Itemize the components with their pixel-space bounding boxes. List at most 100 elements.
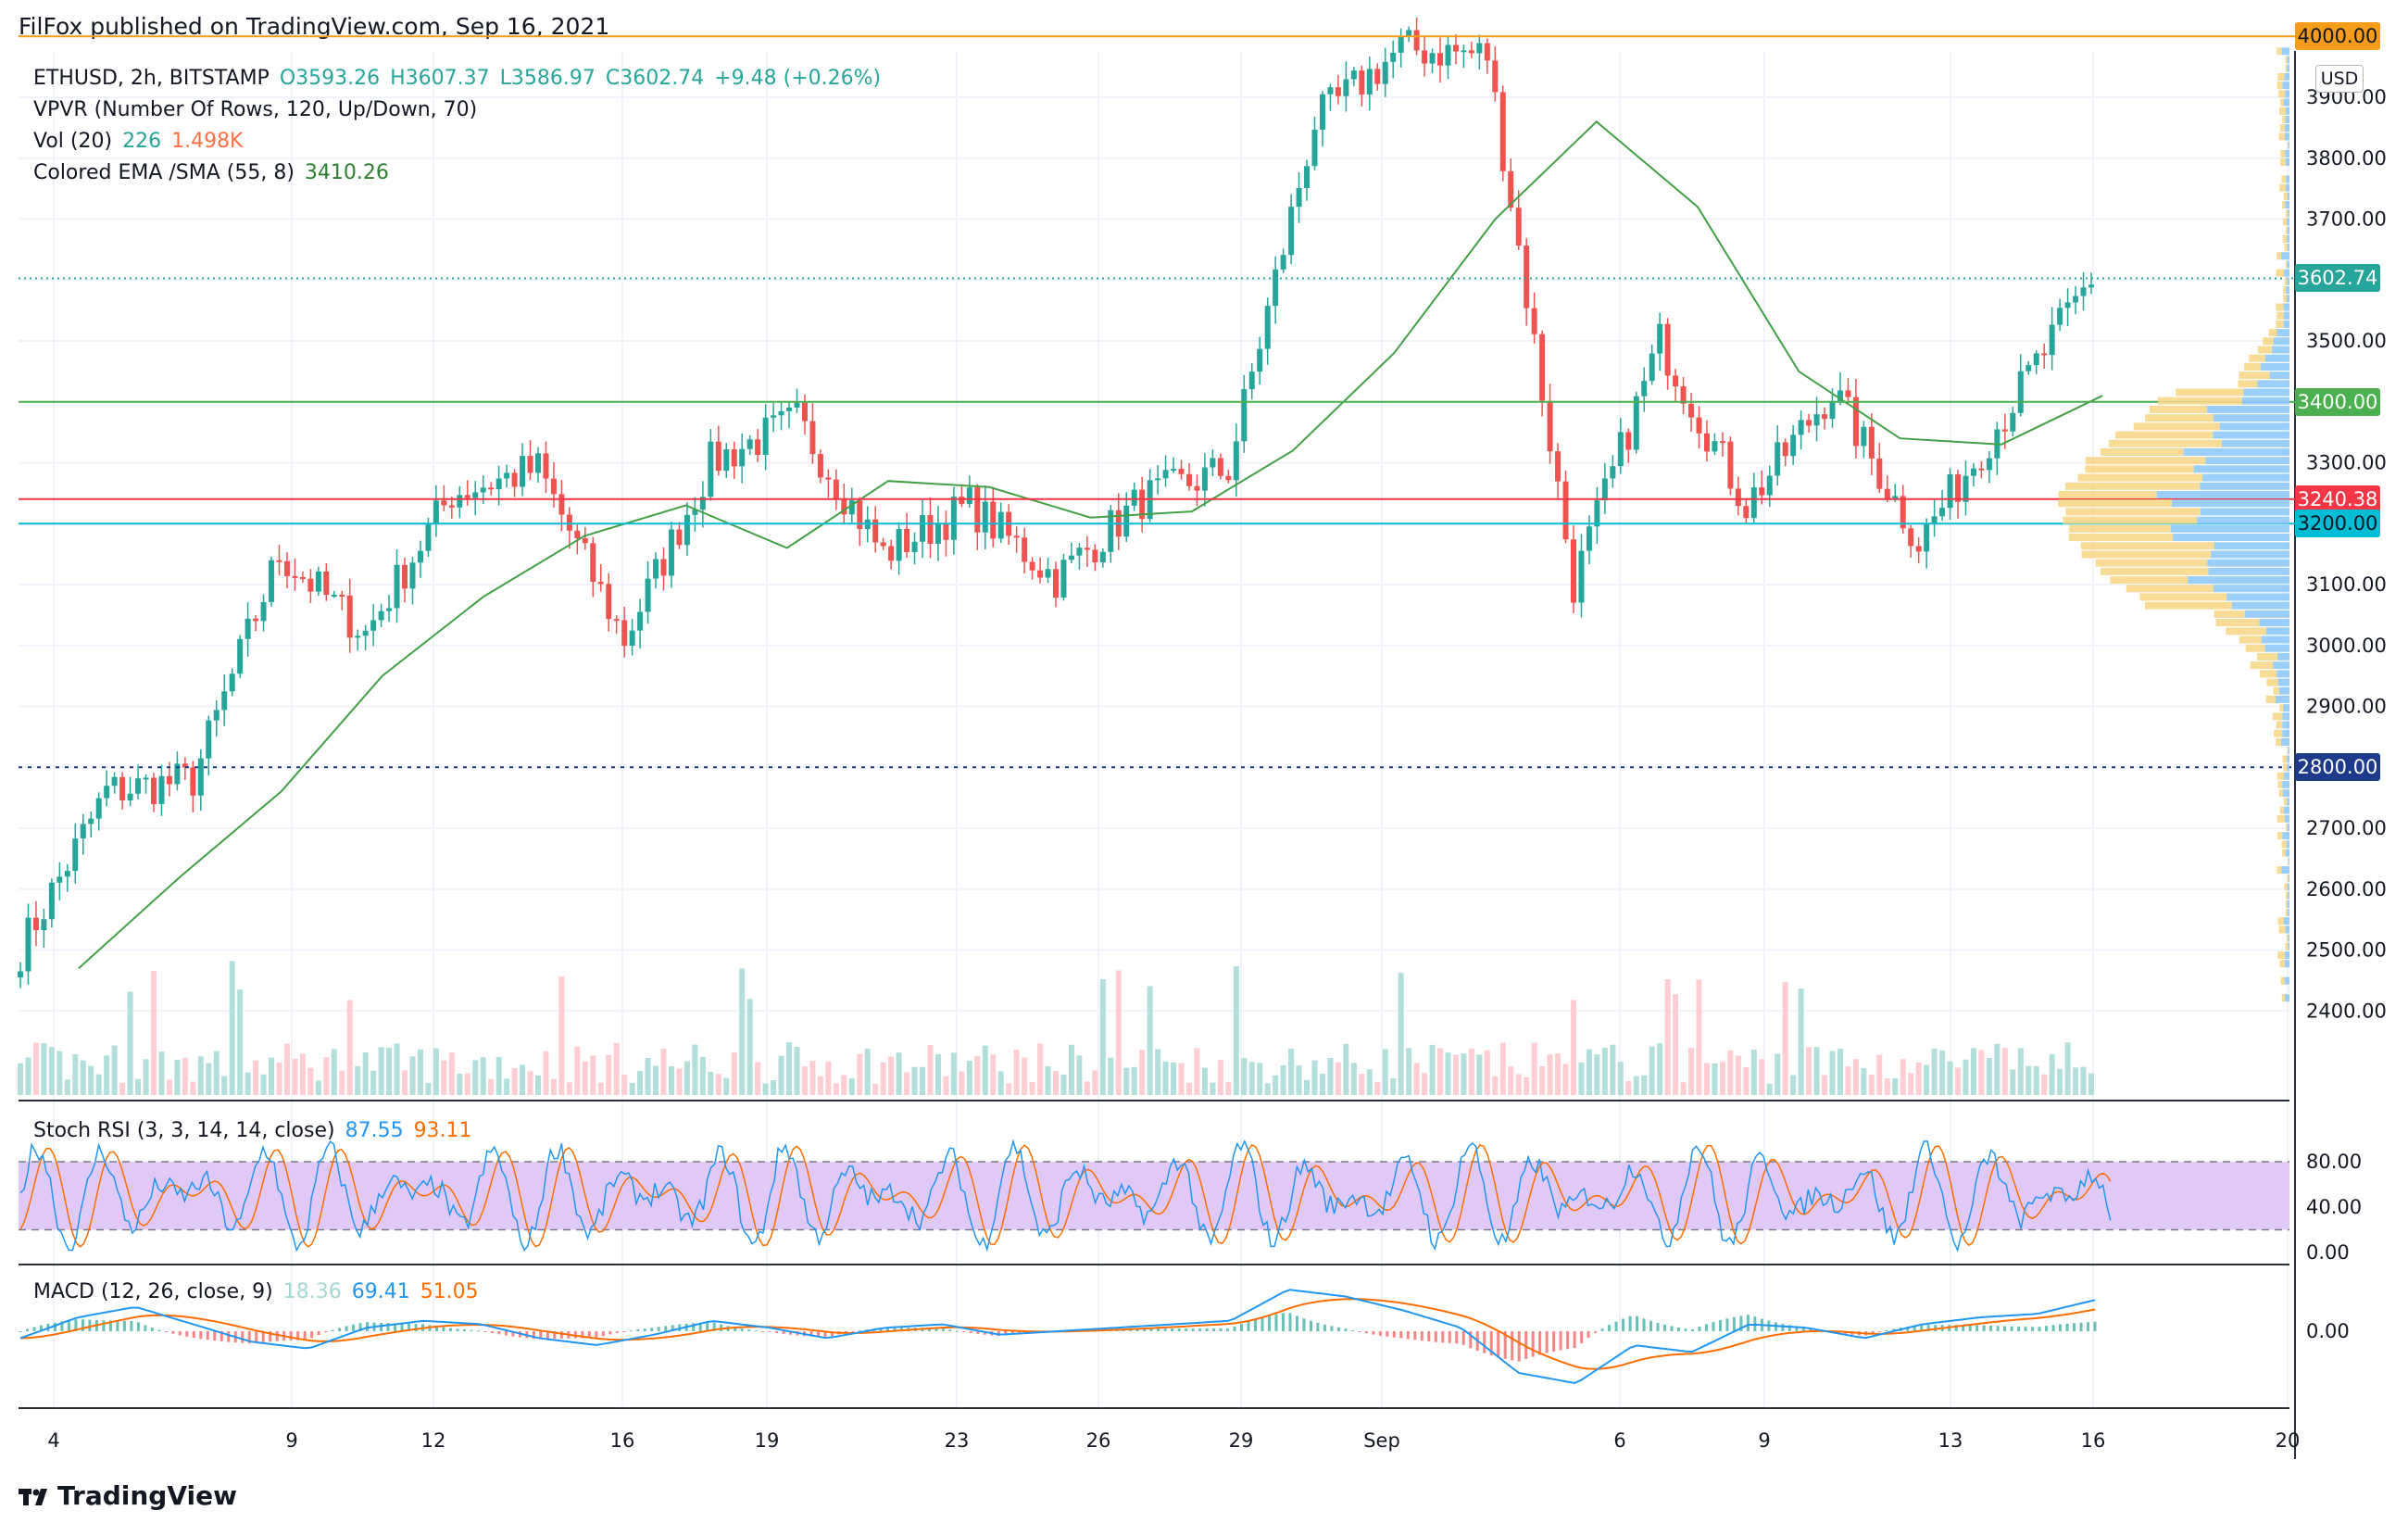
volume-bar [520, 1064, 526, 1095]
candle-body [974, 487, 981, 533]
vpvr-up-bar [2215, 619, 2260, 627]
candle-body [18, 971, 23, 978]
candle-body [1311, 129, 1318, 167]
vpvr-up-bar [2281, 175, 2287, 183]
candle-body [723, 449, 730, 472]
macd-hist-bar [2017, 1327, 2021, 1331]
macd-hist-bar [1219, 1328, 1223, 1331]
volume-bar [488, 1078, 495, 1095]
candle-body [1782, 442, 1788, 457]
volume-bar [1782, 982, 1788, 1095]
candle-body [1264, 306, 1271, 349]
macd-hist-bar [823, 1331, 827, 1338]
vpvr-down-bar [2283, 320, 2289, 328]
volume-bar [1335, 1062, 1341, 1095]
volume-bar [1476, 1054, 1483, 1095]
currency-badge[interactable]: USD [2315, 65, 2364, 93]
macd-hist: 18.36 [282, 1280, 342, 1303]
volume-bar [2001, 1048, 2008, 1095]
volume-bar [237, 989, 244, 1095]
vpvr-down-bar [2260, 362, 2289, 371]
candle-body [1610, 466, 1616, 479]
macd-hist-bar [1787, 1325, 1791, 1331]
macd-hist-bar [740, 1328, 744, 1331]
candle-body [1076, 548, 1083, 556]
vpvr-down-bar [2285, 849, 2289, 857]
vpvr-up-bar [2286, 226, 2288, 234]
candle-body [1970, 468, 1976, 476]
candle-body [1673, 375, 1679, 387]
volume-bar [1539, 1066, 1546, 1095]
time-tick-label: 4 [47, 1429, 59, 1452]
time-tick-label: Sep [1363, 1429, 1400, 1452]
volume-bar [2017, 1048, 2024, 1095]
macd-hist-bar [817, 1331, 821, 1338]
volume-bar [1296, 1065, 1302, 1095]
volume-bar [927, 1044, 934, 1095]
volume-bar [1280, 1064, 1286, 1095]
volume-bar [1084, 1081, 1090, 1095]
volume-bar [1022, 1057, 1028, 1095]
vpvr-down-bar [2285, 132, 2289, 141]
vpvr-up-bar [2287, 141, 2289, 149]
candle-body [299, 576, 306, 579]
volume-bar [1735, 1055, 1741, 1095]
candle-body [1861, 426, 1867, 447]
vpvr-down-bar [2283, 311, 2289, 320]
candle-body [1123, 505, 1130, 537]
candle-body [143, 777, 149, 780]
vpvr-down-bar [2285, 201, 2289, 209]
stoch-legend: Stoch RSI (3, 3, 14, 14, close) 87.55 93… [33, 1119, 476, 1142]
candle-body [1350, 70, 1357, 80]
stoch-d: 93.11 [413, 1119, 472, 1142]
candle-body [386, 608, 393, 611]
vpvr-up-bar [2282, 755, 2288, 763]
macd-hist-bar [88, 1319, 92, 1331]
candle-body [245, 618, 251, 639]
macd-hist-bar [1690, 1328, 1694, 1331]
volume-bar [472, 1060, 479, 1095]
volume-bar [959, 1071, 965, 1095]
vpvr-up-bar [2058, 491, 2157, 499]
volume-bar [2010, 1069, 2016, 1095]
vpvr-up-bar [2080, 542, 2214, 550]
vpvr-down-bar [2287, 64, 2289, 72]
candle-body [1288, 207, 1295, 256]
candle-body [1601, 478, 1608, 501]
vpvr-down-bar [2287, 295, 2289, 303]
macd-hist-bar [303, 1331, 307, 1340]
macd-hist-bar [782, 1331, 785, 1334]
vpvr-up-bar [2249, 354, 2265, 362]
volume-bar [1515, 1074, 1522, 1095]
volume-bar [1594, 1054, 1600, 1095]
brand-name: TradingView [57, 1480, 237, 1511]
candle-body [1280, 255, 1286, 270]
volume-bar [370, 1070, 377, 1095]
macd-hist-bar [1996, 1326, 2000, 1331]
vpvr-down-bar [2277, 652, 2289, 661]
candle-body [1445, 44, 1451, 66]
volume-bar [1108, 1057, 1114, 1095]
candle-body [1822, 414, 1828, 420]
candle-body [1806, 420, 1812, 426]
macd-hist-bar [2045, 1326, 2049, 1331]
volume-bar [1924, 1064, 1930, 1095]
ema-label: Colored EMA /SMA (55, 8) [33, 161, 295, 184]
candle-body [119, 776, 126, 801]
vpvr-down-bar [2282, 721, 2289, 729]
candle-body [1060, 560, 1067, 598]
macd-hist-bar [144, 1325, 147, 1331]
vpvr-up-bar [2276, 721, 2283, 729]
vpvr-down-bar [2282, 780, 2289, 788]
vpvr-down-bar [2287, 798, 2289, 806]
volume-bar [119, 1083, 126, 1095]
volume-bar [1861, 1068, 1867, 1095]
candle-body [1790, 434, 1797, 457]
volume-bar [1171, 1062, 1177, 1095]
vpvr-up-bar [2282, 849, 2286, 857]
vpvr-down-bar [2285, 115, 2289, 123]
vpvr-up-bar [2280, 158, 2286, 167]
macd-hist-bar [2079, 1322, 2083, 1331]
